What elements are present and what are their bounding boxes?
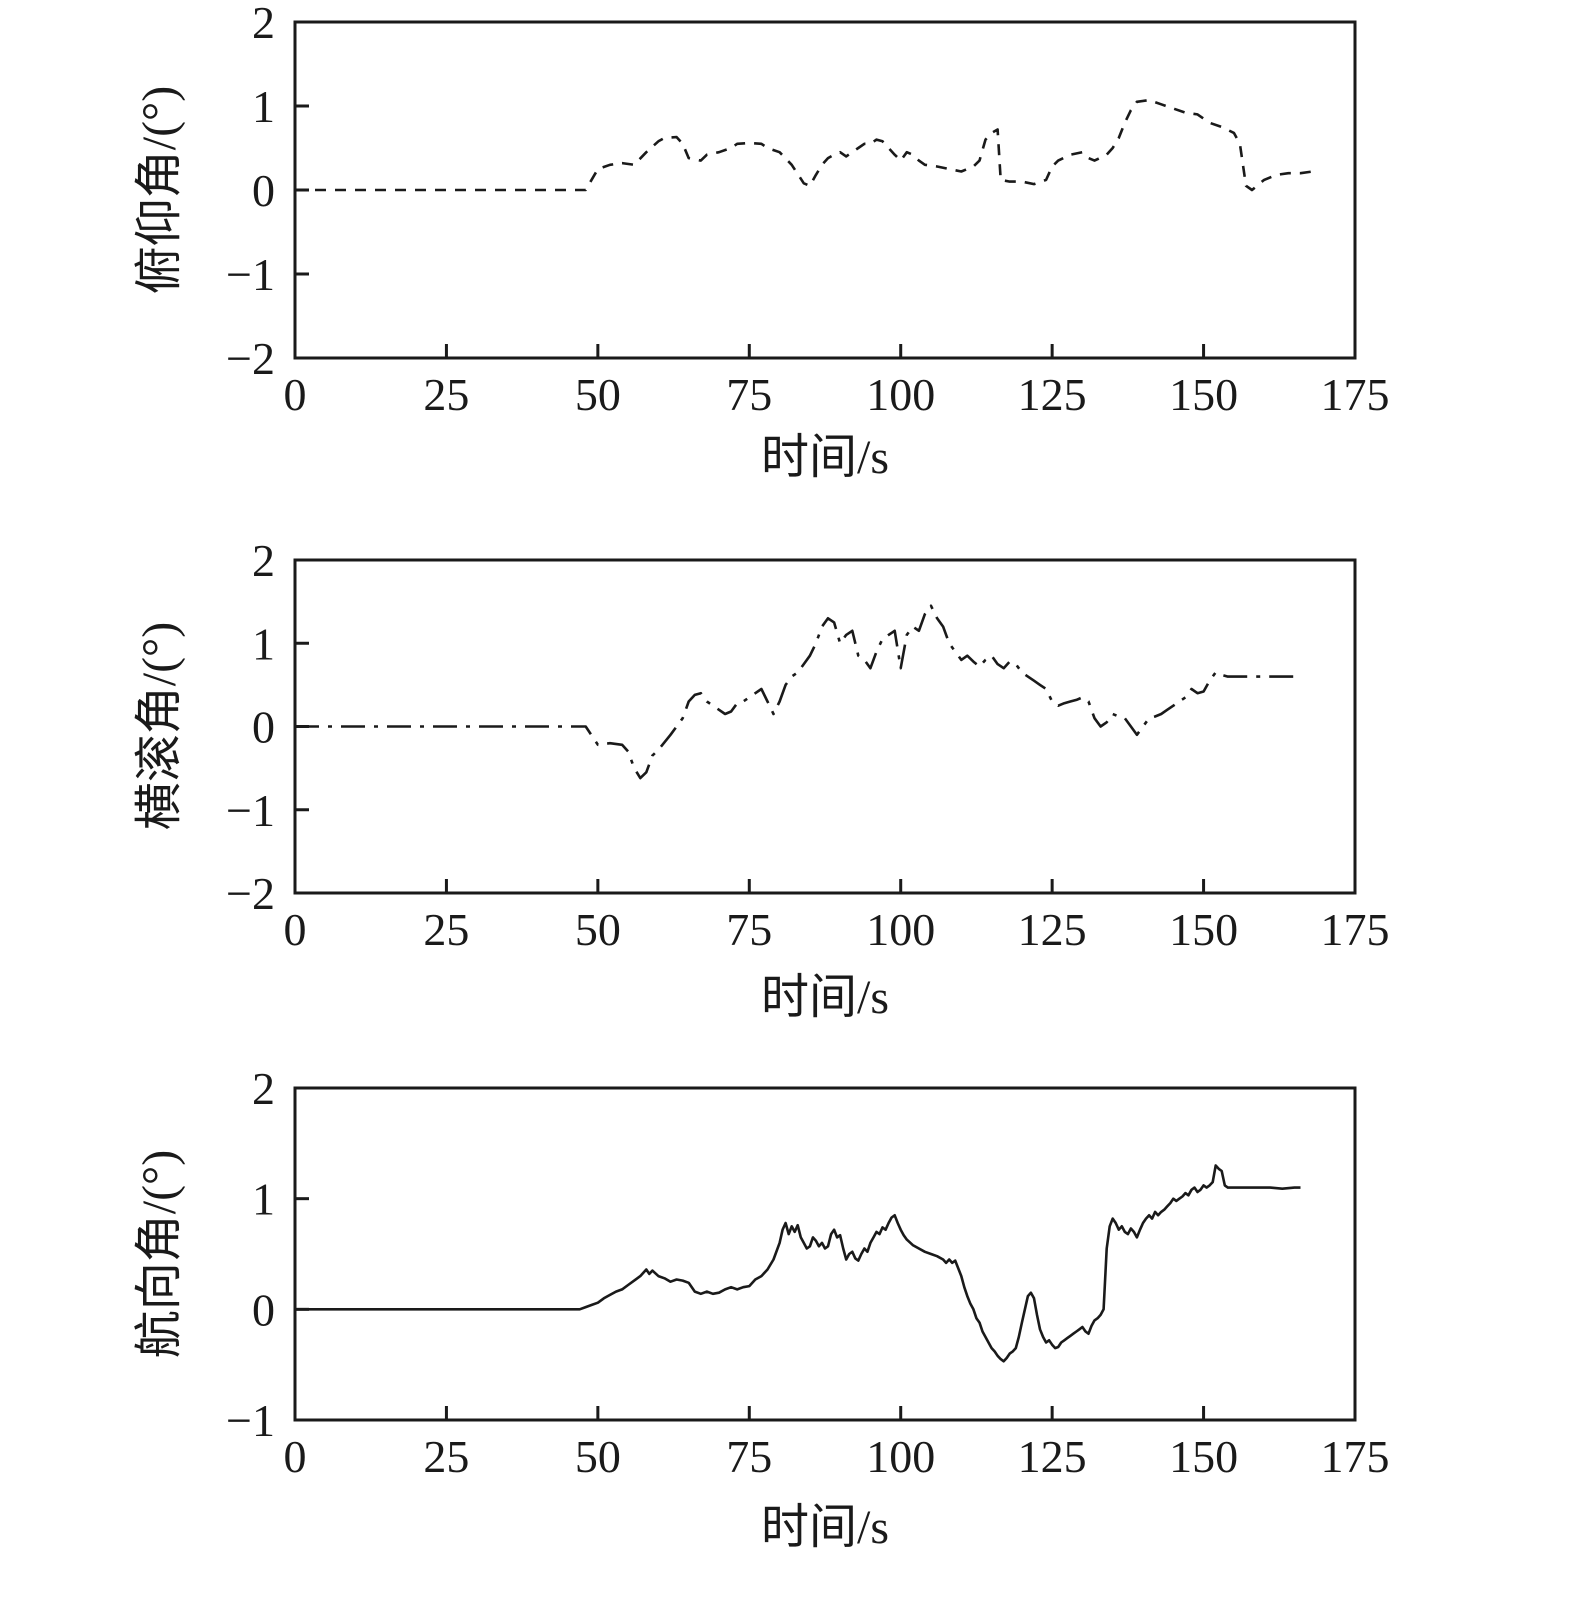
x-tick-label: 25 <box>423 1431 469 1482</box>
x-tick-label: 50 <box>575 369 621 420</box>
x-tick-label: 0 <box>284 904 307 955</box>
y-tick-label: 2 <box>252 540 275 586</box>
x-tick-label: 75 <box>726 904 772 955</box>
x-tick-label: 125 <box>1018 1431 1087 1482</box>
x-tick-label: 175 <box>1321 1431 1390 1482</box>
roll-y-axis-label: 横滚角/(°) <box>133 621 186 831</box>
x-tick-label: 25 <box>423 904 469 955</box>
y-tick-label: 1 <box>252 81 275 132</box>
x-tick-label: 150 <box>1169 369 1238 420</box>
x-tick-label: 125 <box>1018 904 1087 955</box>
series-line <box>295 1164 1301 1363</box>
y-tick-label: 2 <box>252 1068 275 1114</box>
x-tick-label: 150 <box>1169 904 1238 955</box>
y-tick-label: 2 <box>252 0 275 48</box>
yaw-x-axis-label: 时间/s <box>760 1501 890 1554</box>
roll-chart-canvas: 0 25 50 75 100 125 150 175 −2 −1 0 1 2 <box>226 540 1390 955</box>
series-line <box>295 98 1313 192</box>
x-tick-label: 175 <box>1321 904 1390 955</box>
pitch-y-axis-label: 俯仰角/(°) <box>133 85 186 295</box>
x-tick-label: 50 <box>575 904 621 955</box>
yaw-y-axis-label: 航向角/(°) <box>133 1149 186 1359</box>
series-line <box>295 604 1301 780</box>
pitch-x-axis-label: 时间/s <box>760 431 890 484</box>
y-tick-label: 1 <box>252 1174 275 1225</box>
plot-border <box>293 20 1357 360</box>
plot-border <box>293 1086 1357 1422</box>
x-tick-label: 150 <box>1169 1431 1238 1482</box>
y-tick-label: 0 <box>252 1284 275 1335</box>
y-tick-label: −1 <box>226 249 275 300</box>
y-tick-label: −2 <box>226 333 275 384</box>
roll-x-axis-label: 时间/s <box>760 971 890 1024</box>
y-tick-label: 1 <box>252 618 275 669</box>
x-tick-label: 0 <box>284 369 307 420</box>
y-tick-label: −1 <box>226 1395 275 1446</box>
y-tick-label: −2 <box>226 868 275 919</box>
x-tick-label: 25 <box>423 369 469 420</box>
x-tick-label: 0 <box>284 1431 307 1482</box>
x-tick-label: 75 <box>726 1431 772 1482</box>
x-tick-label: 100 <box>866 1431 935 1482</box>
x-tick-label: 100 <box>866 369 935 420</box>
x-tick-label: 75 <box>726 369 772 420</box>
x-tick-label: 175 <box>1321 369 1390 420</box>
x-tick-label: 50 <box>575 1431 621 1482</box>
y-tick-label: −1 <box>226 785 275 836</box>
x-tick-label: 125 <box>1018 369 1087 420</box>
pitch-chart-canvas: 0 25 50 75 100 125 150 175 −2 −1 0 1 2 <box>226 0 1390 420</box>
y-tick-label: 0 <box>252 702 275 753</box>
x-tick-label: 100 <box>866 904 935 955</box>
y-tick-label: 0 <box>252 165 275 216</box>
